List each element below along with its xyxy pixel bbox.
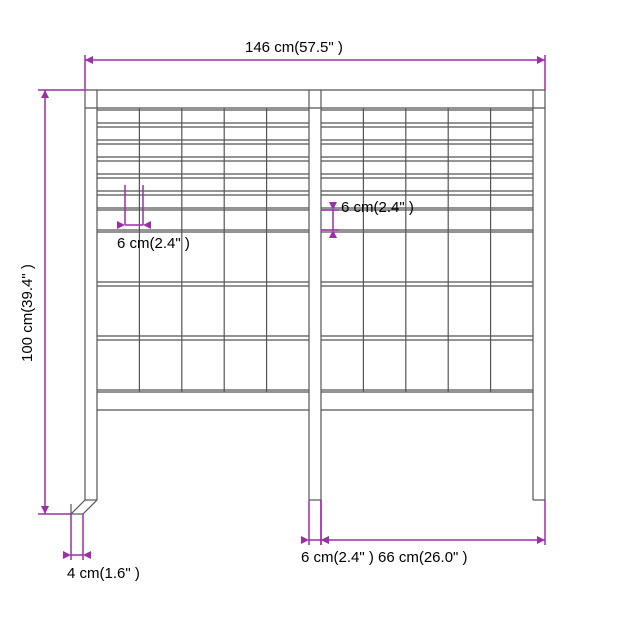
dim-slat-left: 6 cm(2.4" ) [117,221,190,252]
dim-post-center-label: 6 cm(2.4" ) [301,549,374,566]
dim-slat-left-label: 6 cm(2.4" ) [117,235,190,252]
dim-width-top-label: 146 cm(57.5" ) [245,39,343,56]
dim-depth-label: 4 cm(1.6" ) [67,565,140,582]
dim-height-left: 100 cm(39.4" ) [19,90,49,514]
dim-gap-center-label: 6 cm(2.4" ) [341,199,414,216]
dimension-layer: 146 cm(57.5" )100 cm(39.4" )6 cm(2.4" )6… [19,39,545,582]
dimension-diagram: 146 cm(57.5" )100 cm(39.4" )6 cm(2.4" )6… [0,0,620,620]
dim-width-top: 146 cm(57.5" ) [85,39,545,64]
headboard-drawing [71,90,545,514]
dim-panel-right-label: 66 cm(26.0" ) [378,549,468,566]
dim-depth: 4 cm(1.6" ) [63,551,140,582]
dim-height-left-label: 100 cm(39.4" ) [19,264,36,362]
